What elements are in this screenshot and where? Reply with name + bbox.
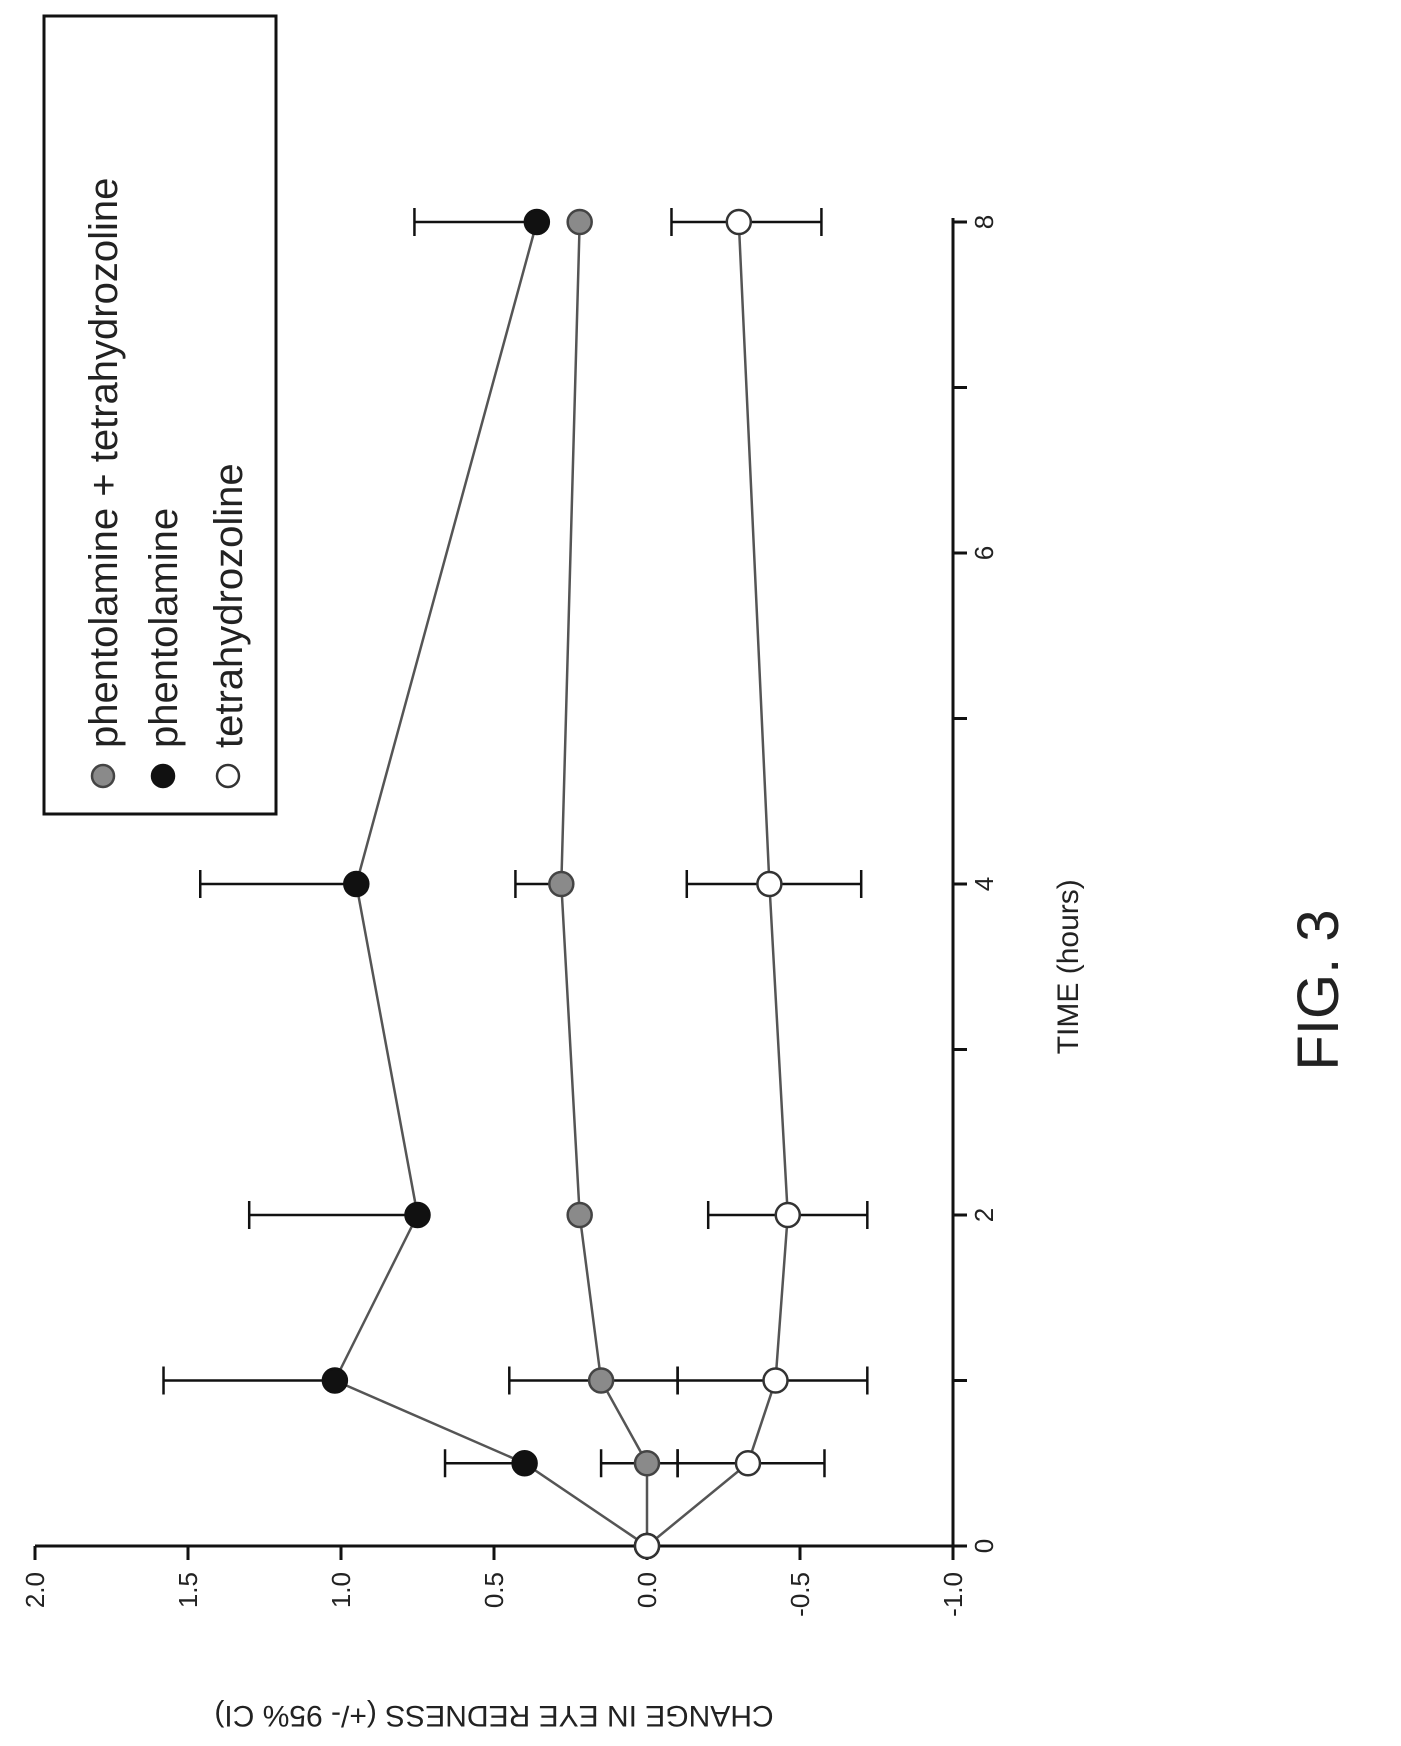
series-line	[646, 221, 790, 1547]
x-tick-label: 6	[969, 546, 999, 560]
legend-marker	[215, 763, 241, 789]
legend-marker	[90, 763, 116, 789]
y-tick-label: 0.0	[632, 1572, 662, 1608]
legend-box	[42, 14, 278, 816]
x-tick-label: 2	[969, 1208, 999, 1222]
y-tick-label: 1.0	[326, 1572, 356, 1608]
legend: phentolamine + tetrahydrozoline phentolam…	[42, 14, 278, 816]
data-point	[756, 870, 783, 898]
y-tick-label: 0.5	[479, 1572, 509, 1608]
x-tick-label: 0	[969, 1539, 999, 1553]
data-point	[762, 1367, 789, 1394]
series-line	[560, 221, 649, 1546]
y-tick-label: -1.0	[938, 1572, 968, 1617]
y-tick-label: -0.5	[785, 1572, 815, 1617]
legend-label: tetrahydrozoline	[207, 463, 251, 748]
data-point	[633, 1532, 661, 1560]
data-point	[633, 1450, 661, 1477]
data-point	[404, 1201, 431, 1229]
data-point	[725, 208, 753, 236]
y-tick-label: 2.0	[20, 1572, 50, 1608]
x-tick-label: 8	[969, 215, 999, 229]
legend-marker	[150, 763, 176, 789]
x-axis-title: TIME (hours)	[1052, 879, 1085, 1054]
series-2	[633, 208, 869, 1560]
series-line	[333, 221, 648, 1548]
data-point	[548, 870, 575, 898]
plot-area: 0 2 4 6 8 -1.0 -0.5 0.0 0.5 1.0 1.5 2.0 TIME (hours)…	[20, 208, 1085, 1732]
x-tick-label: 4	[969, 877, 999, 891]
data-point	[587, 1367, 615, 1394]
data-point	[321, 1367, 349, 1394]
legend-label: phentolamine	[142, 508, 186, 748]
data-point	[566, 1201, 593, 1229]
data-point	[523, 208, 551, 236]
data-point	[774, 1201, 802, 1229]
data-point	[734, 1450, 762, 1477]
data-point	[343, 870, 370, 898]
figure-label: FIG. 3	[1286, 909, 1351, 1070]
y-axis-title: CHANGE IN EYE REDNESS (+/- 95% CI)	[214, 1699, 773, 1732]
legend-label: phentolamine + tetrahydrozoline	[82, 178, 126, 748]
y-tick-label: 1.5	[173, 1572, 203, 1608]
data-point	[511, 1450, 538, 1477]
data-point	[566, 208, 593, 236]
series-0	[508, 208, 679, 1560]
